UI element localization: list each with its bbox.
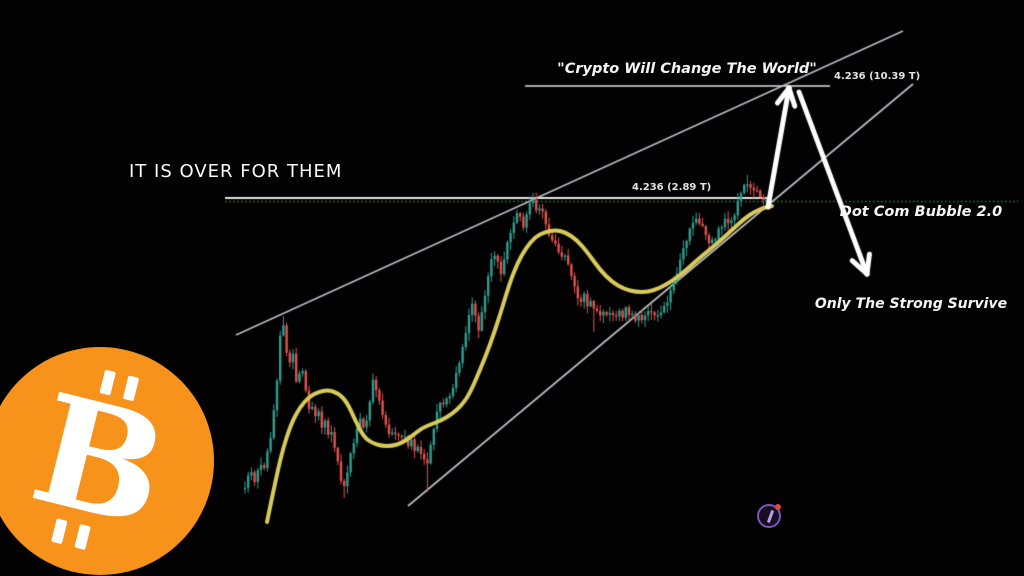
- watermark-icon: [757, 504, 781, 528]
- watermark-notification-dot: [775, 504, 781, 510]
- fib-level-label-top: 4.236 (10.39 T): [834, 71, 921, 82]
- quote-annotation: "Crypto Will Change The World": [557, 61, 817, 77]
- headline-text: IT IS OVER FOR THEM: [129, 161, 343, 182]
- watermark-bolt-icon: [766, 509, 775, 524]
- dot-com-bubble-annotation: Dot Com Bubble 2.0: [839, 204, 1003, 220]
- bitcoin-logo: B: [0, 347, 214, 575]
- fib-level-label-mid: 4.236 (2.89 T): [632, 182, 712, 193]
- only-strong-survive-annotation: Only The Strong Survive: [814, 296, 1008, 312]
